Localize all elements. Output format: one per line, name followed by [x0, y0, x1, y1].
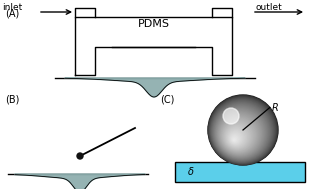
- Text: (B): (B): [5, 95, 19, 105]
- Circle shape: [227, 128, 246, 146]
- Circle shape: [77, 153, 83, 159]
- Circle shape: [210, 98, 275, 163]
- Circle shape: [228, 130, 243, 145]
- Circle shape: [226, 127, 247, 147]
- Circle shape: [210, 99, 274, 163]
- Text: R: R: [272, 102, 278, 112]
- Circle shape: [216, 108, 265, 157]
- Circle shape: [214, 106, 268, 159]
- Polygon shape: [75, 17, 232, 75]
- Circle shape: [215, 107, 266, 158]
- Circle shape: [220, 116, 258, 153]
- Circle shape: [208, 96, 277, 165]
- Circle shape: [214, 105, 269, 160]
- Circle shape: [224, 122, 251, 150]
- Circle shape: [216, 110, 264, 157]
- Circle shape: [233, 138, 236, 141]
- Circle shape: [228, 129, 244, 146]
- Circle shape: [211, 100, 273, 162]
- Circle shape: [209, 97, 276, 164]
- Polygon shape: [15, 174, 145, 189]
- Circle shape: [225, 125, 249, 148]
- Text: outlet: outlet: [255, 2, 282, 12]
- Circle shape: [220, 116, 257, 153]
- Circle shape: [222, 119, 255, 152]
- Circle shape: [231, 135, 239, 143]
- Circle shape: [232, 137, 237, 142]
- Circle shape: [229, 132, 242, 145]
- Circle shape: [211, 99, 273, 163]
- Circle shape: [208, 95, 278, 165]
- Circle shape: [223, 108, 239, 124]
- Circle shape: [213, 103, 270, 160]
- Circle shape: [218, 112, 261, 156]
- Circle shape: [219, 115, 259, 154]
- Circle shape: [215, 108, 265, 158]
- Circle shape: [226, 125, 248, 148]
- Circle shape: [209, 97, 276, 164]
- Circle shape: [213, 104, 269, 160]
- Circle shape: [212, 102, 271, 161]
- Circle shape: [219, 114, 259, 154]
- Circle shape: [227, 129, 245, 146]
- Text: (C): (C): [160, 95, 174, 105]
- Circle shape: [233, 139, 235, 141]
- Circle shape: [217, 111, 263, 156]
- Circle shape: [226, 126, 248, 148]
- Polygon shape: [65, 78, 245, 97]
- Circle shape: [232, 136, 238, 142]
- Circle shape: [212, 102, 271, 161]
- Circle shape: [231, 134, 239, 143]
- Circle shape: [223, 121, 253, 151]
- Circle shape: [209, 96, 277, 164]
- Text: PDMS: PDMS: [138, 19, 170, 29]
- Text: inlet: inlet: [2, 2, 22, 12]
- Circle shape: [233, 138, 236, 141]
- Circle shape: [226, 126, 247, 147]
- Circle shape: [222, 120, 253, 151]
- Circle shape: [234, 139, 235, 140]
- Circle shape: [214, 105, 268, 159]
- Circle shape: [224, 122, 252, 150]
- Circle shape: [218, 112, 261, 155]
- Circle shape: [221, 118, 256, 152]
- Circle shape: [227, 128, 246, 147]
- Circle shape: [232, 137, 237, 142]
- Circle shape: [214, 106, 267, 159]
- Circle shape: [217, 110, 263, 156]
- Circle shape: [231, 134, 240, 143]
- Bar: [175, 162, 305, 182]
- Circle shape: [211, 101, 273, 162]
- Circle shape: [225, 124, 250, 149]
- Circle shape: [224, 123, 251, 149]
- Circle shape: [212, 101, 272, 162]
- Text: δ: δ: [188, 167, 194, 177]
- Circle shape: [218, 113, 260, 155]
- Circle shape: [231, 136, 239, 143]
- Circle shape: [222, 120, 254, 151]
- Circle shape: [221, 117, 256, 153]
- Circle shape: [220, 115, 258, 154]
- Circle shape: [213, 103, 270, 161]
- Circle shape: [230, 132, 242, 144]
- Circle shape: [218, 111, 262, 156]
- Circle shape: [225, 124, 249, 149]
- Circle shape: [210, 98, 275, 163]
- Circle shape: [229, 131, 243, 145]
- Circle shape: [215, 107, 266, 158]
- Text: (A): (A): [5, 9, 19, 19]
- Circle shape: [223, 122, 252, 150]
- Circle shape: [221, 118, 256, 153]
- Circle shape: [230, 133, 241, 144]
- Circle shape: [230, 133, 241, 144]
- Circle shape: [216, 109, 264, 157]
- Circle shape: [222, 119, 254, 152]
- Circle shape: [219, 114, 260, 155]
- Circle shape: [228, 130, 244, 146]
